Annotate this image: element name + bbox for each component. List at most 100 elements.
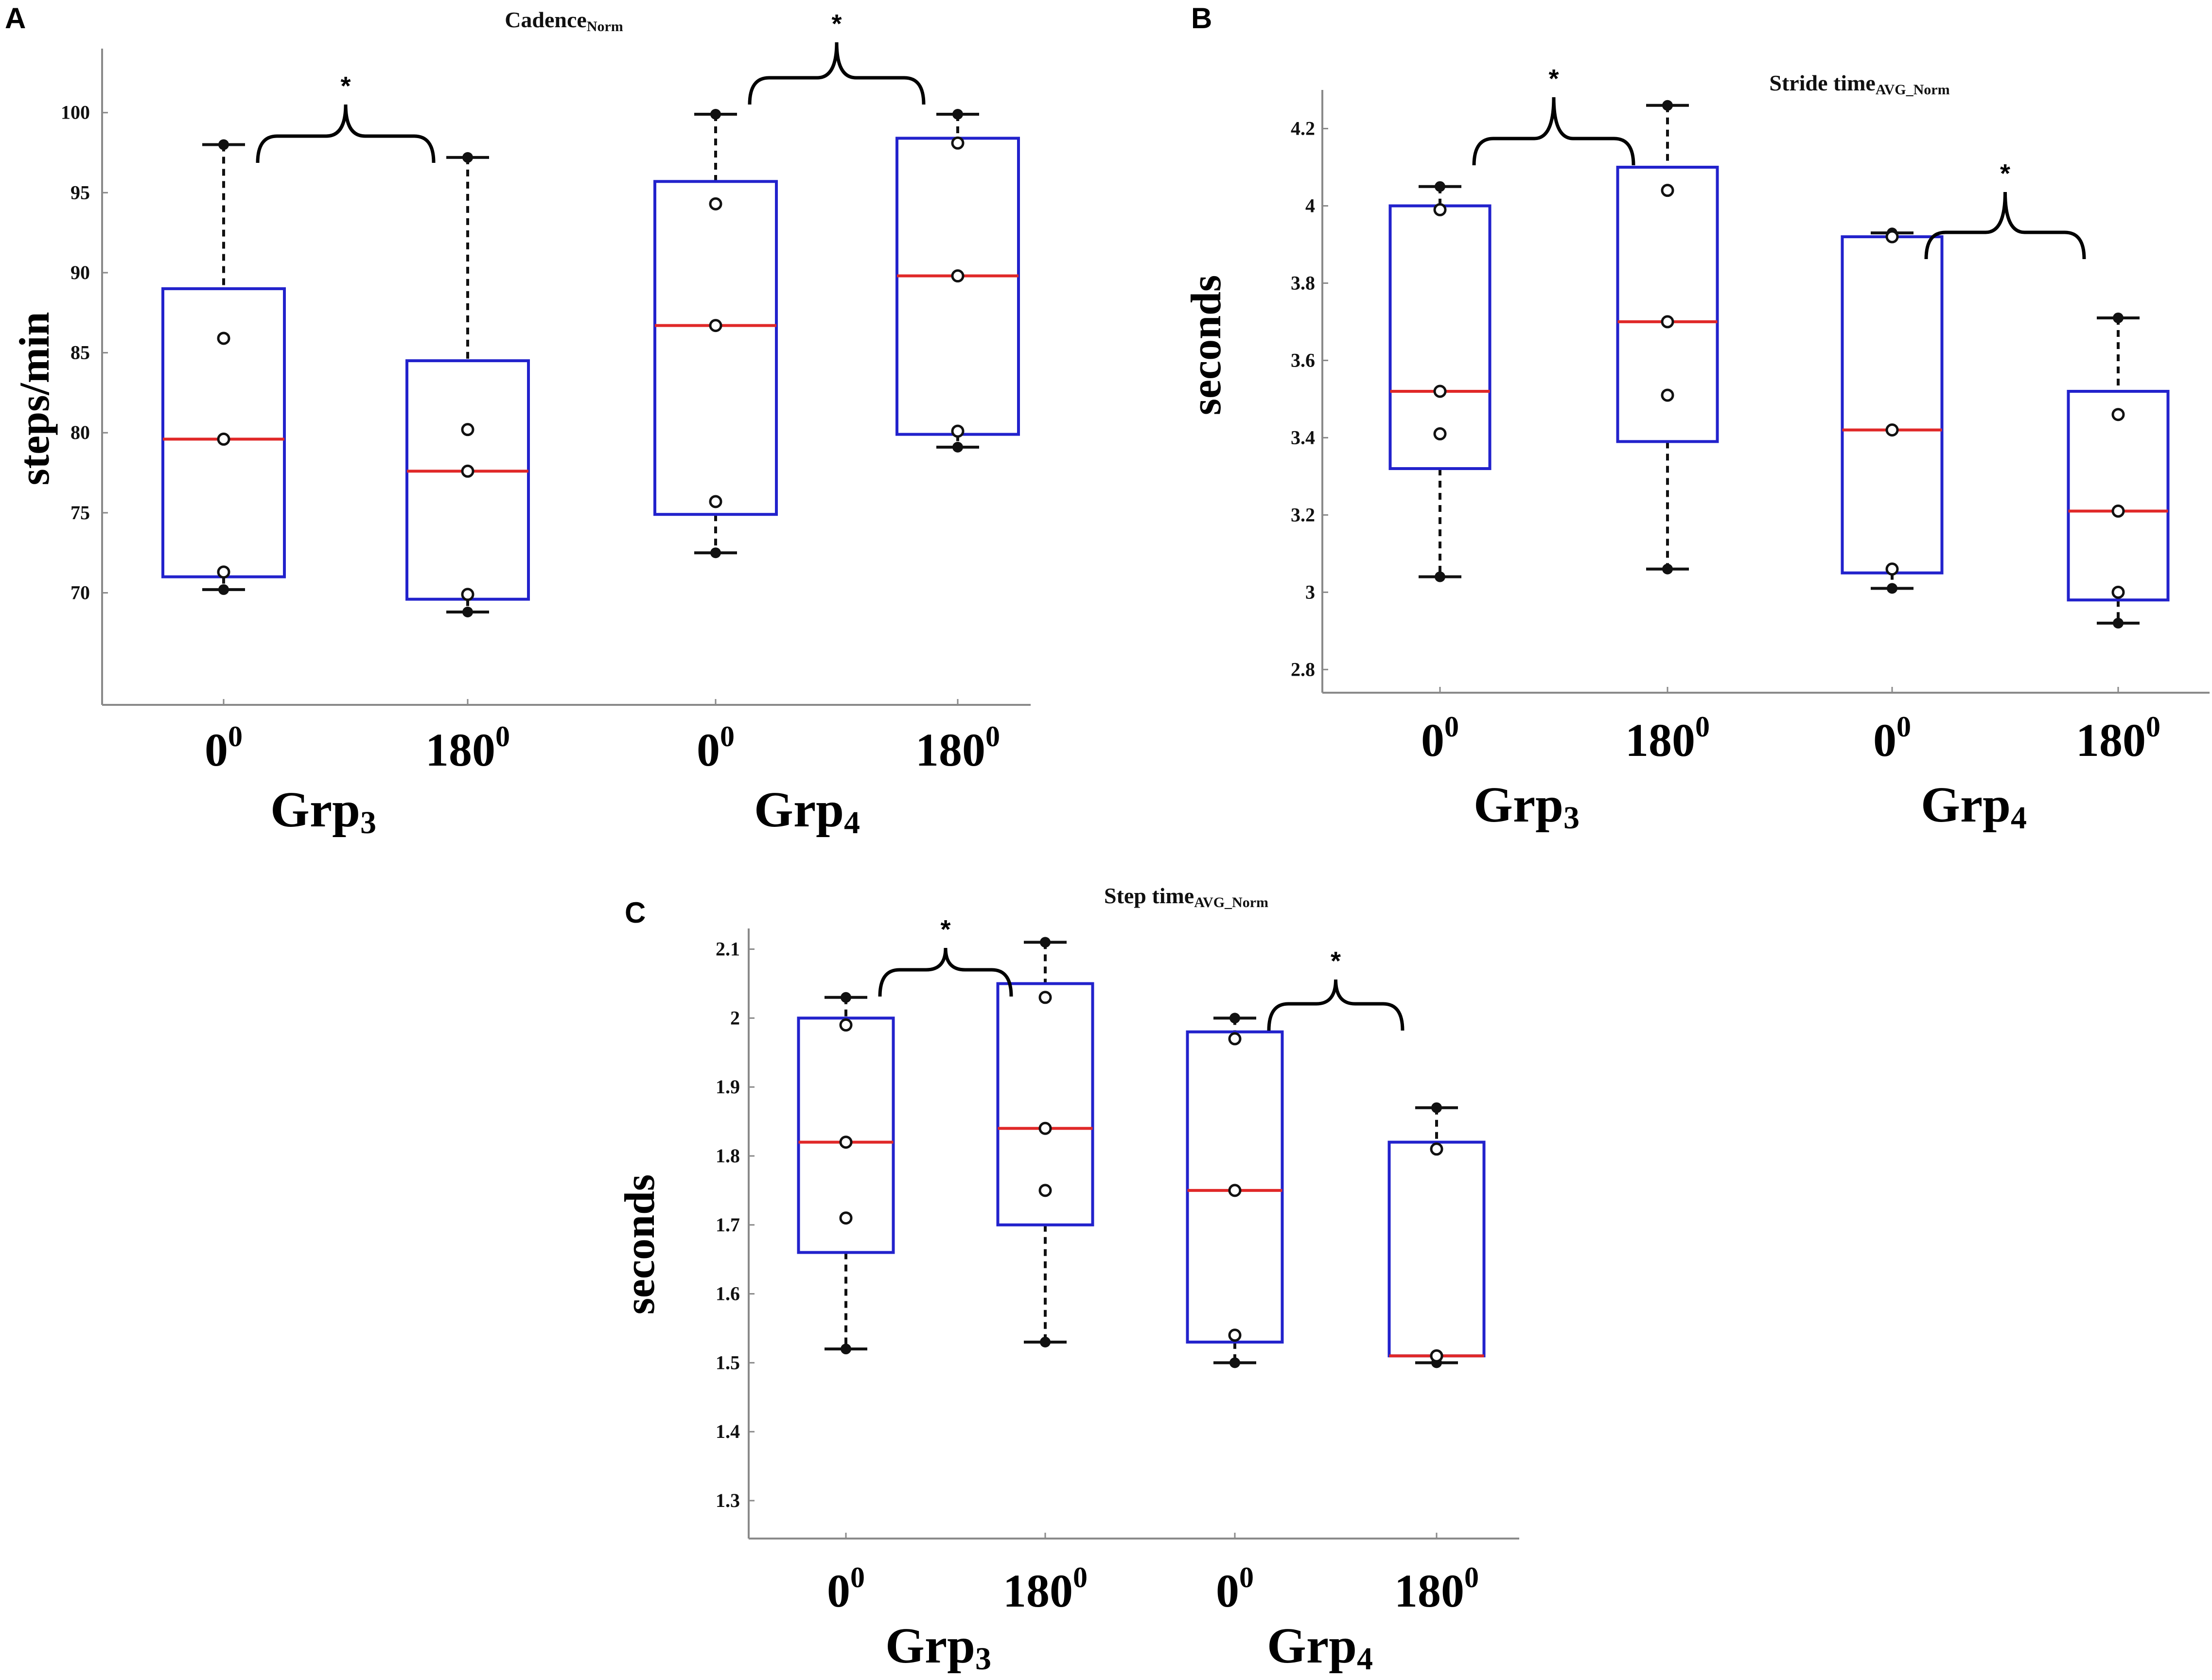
y-tick-label: 4 [1305, 194, 1315, 216]
significance-star: * [1548, 64, 1559, 93]
y-tick-label: 75 [70, 502, 90, 524]
min-point [218, 584, 229, 595]
significance-star: * [2000, 159, 2010, 188]
data-point [2111, 408, 2125, 421]
y-tick-label: 2.8 [1291, 658, 1315, 680]
significance-star: * [831, 9, 842, 38]
data-point [951, 136, 965, 150]
data-point [1228, 1184, 1242, 1197]
data-point [709, 197, 722, 210]
box-0-deg [161, 139, 286, 595]
x-category-label: 1800 [1003, 1561, 1088, 1617]
box-180-deg [1387, 1102, 1486, 1368]
data-point [217, 565, 230, 579]
data-point [1433, 427, 1447, 440]
max-point [1431, 1102, 1442, 1113]
x-category-value: 180 [1003, 1565, 1073, 1617]
chart-panel-C: C Step timeAVG_Norm 1.3 1.4 1.5 1.6 1.7 1.8 1.9 2… [616, 883, 1519, 1677]
y-tick-label: 1.5 [716, 1351, 740, 1373]
group-label: Grp4 [1921, 777, 2027, 836]
group-subscript: 3 [1563, 800, 1580, 836]
data-point [1038, 991, 1052, 1004]
x-category-value: 180 [915, 724, 985, 776]
x-category-label: 00 [1873, 711, 1911, 766]
y-tick-label: 1.7 [716, 1214, 740, 1236]
data-point [1228, 1032, 1242, 1046]
box-180-deg [996, 937, 1094, 1348]
y-tick-label: 2.1 [716, 938, 740, 960]
data-point [951, 269, 965, 283]
iqr-box [797, 1016, 895, 1254]
data-point [1661, 184, 1674, 197]
iqr-box [1616, 165, 1719, 443]
group-name: Grp [754, 782, 844, 838]
iqr-box [2067, 390, 2170, 602]
data-point [1661, 388, 1674, 402]
data-point [2111, 504, 2125, 518]
max-point [2113, 312, 2124, 323]
data-point [461, 423, 474, 437]
data-point [839, 1211, 853, 1225]
y-tick-label: 80 [70, 421, 90, 443]
box-180-deg [895, 109, 1020, 453]
group-subscript: 4 [844, 805, 860, 840]
data-point [461, 464, 474, 478]
group-label: Grp4 [1267, 1618, 1373, 1677]
x-category-label: 00 [827, 1561, 865, 1617]
chart-title-main: Cadence [505, 7, 587, 32]
max-point [1662, 100, 1673, 111]
max-point [462, 152, 473, 163]
significance-star: * [940, 915, 950, 944]
group-label: Grp3 [885, 1618, 991, 1677]
x-category-value: 0 [1421, 714, 1444, 766]
data-point [951, 424, 965, 438]
data-point [1430, 1349, 1443, 1363]
max-point [952, 109, 963, 120]
y-tick-label: 3.4 [1291, 426, 1315, 448]
min-point [2113, 617, 2124, 629]
max-point [218, 139, 229, 150]
x-category-label: 1800 [1625, 711, 1710, 766]
max-point [841, 992, 851, 1003]
x-category-value: 180 [1625, 714, 1695, 766]
data-point [1228, 1329, 1242, 1342]
iqr-box [996, 982, 1094, 1226]
panel-letter: A [5, 2, 26, 35]
max-point [710, 109, 721, 120]
y-tick-label: 85 [70, 342, 90, 364]
degree-superscript: 0 [1695, 711, 1710, 743]
x-category-value: 180 [425, 724, 495, 776]
x-category-value: 0 [1873, 714, 1896, 766]
y-tick-label: 2 [730, 1007, 740, 1029]
degree-superscript: 0 [850, 1561, 865, 1593]
x-category-label: 1800 [915, 720, 1000, 776]
min-point [710, 547, 721, 559]
panel-letter: B [1191, 2, 1212, 35]
group-subscript: 3 [975, 1641, 991, 1677]
x-category-value: 180 [2076, 714, 2146, 766]
group-subscript: 4 [2011, 800, 2027, 836]
chart-panel-B: B Stride timeAVG_Norm 2.8 3 3.2 3.4 3.6 3.8 4 4.2… [1183, 2, 2210, 836]
x-category-label: 00 [205, 720, 243, 776]
x-category-label: 1800 [425, 720, 510, 776]
y-tick-label: 4.2 [1291, 117, 1315, 139]
panel-letter: C [625, 896, 646, 929]
group-label: Grp3 [270, 782, 376, 840]
chart-title: Step timeAVG_Norm [1104, 883, 1268, 910]
significance-brace [1472, 97, 1635, 166]
iqr-box [1387, 1140, 1486, 1358]
min-point [462, 607, 473, 618]
data-point [461, 588, 474, 601]
data-point [1433, 203, 1447, 216]
degree-superscript: 0 [1239, 1561, 1254, 1593]
box-180-deg [2067, 312, 2170, 629]
x-category-value: 0 [1216, 1565, 1239, 1617]
data-point [839, 1136, 853, 1149]
y-axis-label: steps/min [11, 312, 58, 486]
box-0-deg [797, 992, 895, 1355]
data-point [1038, 1184, 1052, 1197]
x-category-label: 00 [1216, 1561, 1254, 1617]
degree-superscript: 0 [1444, 711, 1459, 743]
x-category-value: 0 [205, 724, 228, 776]
x-category-label: 00 [1421, 711, 1459, 766]
